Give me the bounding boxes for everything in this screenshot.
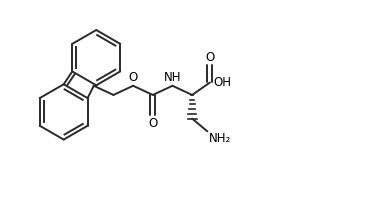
- Text: O: O: [128, 71, 138, 84]
- Text: O: O: [148, 117, 157, 130]
- Text: O: O: [205, 51, 215, 64]
- Text: NH: NH: [164, 71, 181, 84]
- Text: OH: OH: [213, 76, 231, 89]
- Text: NH₂: NH₂: [209, 132, 231, 145]
